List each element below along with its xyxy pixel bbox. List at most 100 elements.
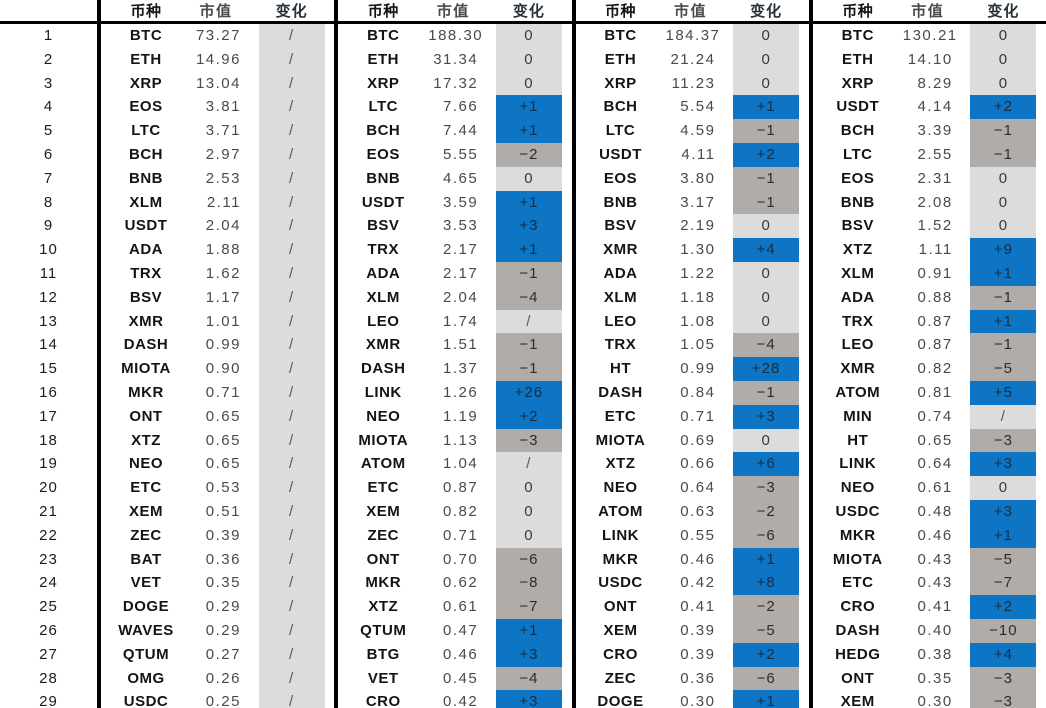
change-cell-area: −3 (724, 476, 809, 500)
change-cell: −3 (970, 690, 1037, 708)
change-cell-area: −3 (961, 428, 1046, 453)
group-3-cells: ONT 0.41 −2 (571, 595, 809, 619)
market-cap-cell: 0.51 (205, 502, 241, 520)
group-4-cells: USDT 4.14 +2 (808, 95, 1046, 120)
change-cell: −2 (733, 595, 800, 619)
change-cell: +1 (733, 95, 800, 120)
coin-cell: BSV (129, 288, 163, 306)
coin-cell: HT (610, 360, 631, 378)
coin-cell: XTZ (605, 455, 636, 473)
change-cell: / (258, 499, 325, 524)
change-cell: +4 (970, 642, 1037, 667)
coin-cell: USDC (835, 502, 880, 520)
market-cap-cell: 1.88 (205, 241, 241, 259)
change-cell-area: / (961, 404, 1046, 429)
change-cell-area: 0 (724, 71, 809, 96)
change-cell-area: 0 (486, 476, 571, 500)
group-2-cells: XLM 2.04 −4 (334, 285, 571, 310)
coin-cell: LTC (131, 122, 161, 140)
table-row: 3 XRP 13.04 / XRP 17.32 0 XRP 11.23 0 XRP 8.29 0 (0, 71, 1046, 96)
change-cell-area: / (249, 404, 334, 429)
market-cap-cell: 0.39 (205, 526, 241, 544)
coin-cell: CRO (603, 645, 638, 663)
coin-cell: ETC (842, 574, 874, 592)
market-cap-cell: 1.18 (680, 288, 716, 306)
market-cap-cell: 2.97 (205, 145, 241, 163)
change-cell-area: −5 (961, 547, 1046, 572)
coin-cell: XEM (840, 693, 875, 708)
market-cap-cell: 4.59 (680, 122, 716, 140)
group-3-cells: MIOTA 0.69 0 (571, 428, 809, 453)
group-2-cells: USDT 3.59 +1 (334, 190, 571, 215)
group-2-cells: BSV 3.53 +3 (334, 214, 571, 239)
change-cell: +1 (495, 238, 562, 262)
group-4-cells: EOS 2.31 0 (808, 166, 1046, 191)
coin-cell: EOS (129, 98, 163, 116)
market-cap-cell: 0.65 (917, 431, 953, 449)
coin-cell: QTUM (122, 645, 170, 663)
change-cell-area: 0 (724, 428, 809, 453)
coin-cell: USDT (124, 217, 168, 235)
group-2-cells: MKR 0.62 −8 (334, 571, 571, 596)
group-1-cells: TRX 1.62 / (97, 261, 334, 286)
change-cell-area: / (249, 285, 334, 310)
market-cap-cell: 0.99 (205, 336, 241, 354)
coin-cell: NEO (603, 479, 638, 497)
market-cap-cell: 17.32 (433, 74, 479, 92)
change-cell: +1 (495, 119, 562, 143)
change-cell-area: 0 (961, 24, 1046, 48)
market-cap-cell: 1.08 (680, 312, 716, 330)
table-row: 17 ONT 0.65 / NEO 1.19 +2 ETC 0.71 +3 MIN 0.74 / (0, 404, 1046, 429)
group-4-cells: MIN 0.74 / (808, 404, 1046, 429)
change-cell-area: 0 (486, 71, 571, 96)
group-2-cells: LEO 1.74 / (334, 309, 571, 334)
change-cell-area: −1 (486, 357, 571, 381)
change-cell: / (258, 547, 325, 572)
group-3-cells: NEO 0.64 −3 (571, 476, 809, 500)
change-cell: 0 (970, 47, 1037, 72)
group-2-cells: XEM 0.82 0 (334, 499, 571, 524)
coin-cell: BTG (366, 645, 400, 663)
rank-cell: 21 (39, 502, 58, 520)
coin-cell: BCH (129, 145, 163, 163)
change-cell: −1 (970, 119, 1037, 143)
change-cell-area: / (249, 309, 334, 334)
change-cell-area: 0 (961, 47, 1046, 72)
market-cap-cell: 0.61 (917, 479, 953, 497)
coin-cell: XEM (128, 502, 163, 520)
group-1-cells: ADA 1.88 / (97, 238, 334, 262)
change-cell-area: / (249, 71, 334, 96)
market-cap-cell: 8.29 (917, 74, 953, 92)
rank-cell: 24 (39, 574, 58, 592)
group-4-cells: ETC 0.43 −7 (808, 571, 1046, 596)
group-4-cells: XTZ 1.11 +9 (808, 238, 1046, 262)
change-cell: +3 (495, 214, 562, 239)
change-cell: +1 (495, 618, 562, 643)
change-cell: 0 (495, 24, 562, 48)
change-cell-area: / (249, 595, 334, 619)
change-cell: 0 (495, 47, 562, 72)
change-cell: +3 (495, 642, 562, 667)
coin-cell: HT (847, 431, 869, 449)
market-cap-cell: 3.81 (205, 98, 241, 116)
change-cell-area: +1 (961, 523, 1046, 548)
rank-cell: 26 (39, 621, 58, 639)
change-cell-area: +26 (486, 380, 571, 405)
coin-cell: ETH (842, 50, 874, 68)
change-cell-area: 0 (486, 166, 571, 191)
coin-cell: BNB (603, 193, 638, 211)
market-cap-cell: 4.65 (443, 169, 479, 187)
change-cell: +2 (733, 642, 800, 667)
change-cell: +1 (495, 95, 562, 120)
table-row: 24 VET 0.35 / MKR 0.62 −8 USDC 0.42 +8 ETC 0.43 −7 (0, 571, 1046, 596)
change-cell: −3 (970, 666, 1037, 691)
change-cell: 0 (733, 428, 800, 453)
change-cell-area: −1 (486, 333, 571, 358)
change-cell: +3 (733, 404, 800, 429)
change-cell-area: / (249, 547, 334, 572)
coin-cell: XEM (366, 502, 401, 520)
change-cell-area: 0 (961, 476, 1046, 500)
market-cap-cell: 2.55 (917, 145, 953, 163)
table-row: 27 QTUM 0.27 / BTG 0.46 +3 CRO 0.39 +2 HEDG 0.38 +4 (0, 642, 1046, 667)
change-cell: +9 (970, 238, 1037, 262)
